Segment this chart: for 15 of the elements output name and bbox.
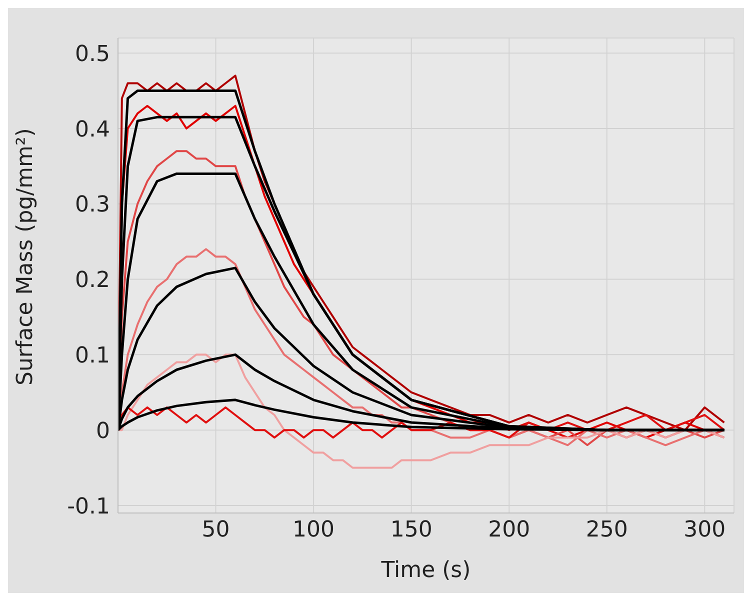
x-tick-label: 200 xyxy=(488,518,530,543)
x-axis-title: Time (s) xyxy=(380,558,471,583)
x-tick-label: 150 xyxy=(390,518,432,543)
x-tick-label: 50 xyxy=(202,518,230,543)
x-tick-label: 300 xyxy=(684,518,726,543)
y-tick-label: -0.1 xyxy=(67,494,110,520)
y-axis-title: Surface Mass (pg/mm²) xyxy=(12,128,38,386)
x-tick-label: 250 xyxy=(586,518,628,543)
y-tick-label: 0 xyxy=(96,418,110,444)
y-tick-label: 0.3 xyxy=(75,192,110,218)
x-tick-label: 100 xyxy=(292,518,335,543)
y-tick-label: 0.4 xyxy=(75,117,110,142)
y-tick-label: 0.5 xyxy=(75,42,110,67)
y-tick-label: 0.1 xyxy=(75,343,110,368)
y-tick-label: 0.2 xyxy=(75,268,110,294)
